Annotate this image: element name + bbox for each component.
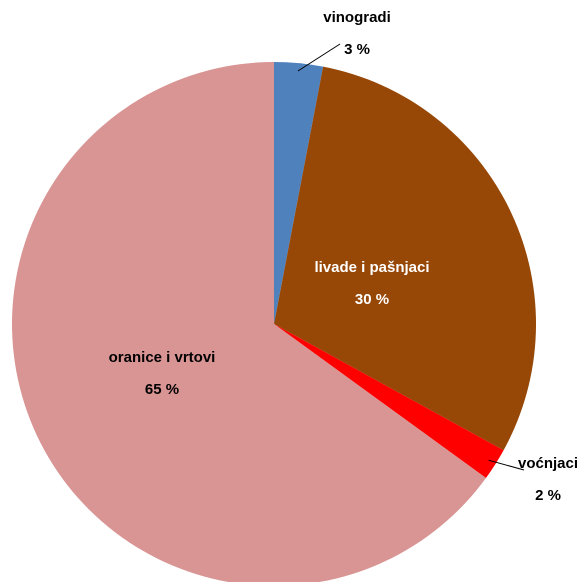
slice-label: oranice i vrtovi [109, 349, 216, 366]
pie-slice [12, 62, 486, 582]
slice-value-label: 30 % [355, 291, 389, 308]
leader-line [488, 459, 525, 471]
pie-slice [274, 62, 324, 324]
leader-line [297, 43, 341, 72]
slice-label: livade i pašnjaci [314, 259, 429, 276]
slice-label: vinogradi [323, 9, 391, 26]
slice-value-label: 3 % [344, 41, 370, 58]
slice-value-label: 2 % [535, 487, 561, 504]
slice-label: voćnjaci [518, 455, 578, 472]
pie-slice [274, 324, 504, 478]
slice-value-label: 65 % [145, 381, 179, 398]
pie-slice [274, 66, 536, 451]
